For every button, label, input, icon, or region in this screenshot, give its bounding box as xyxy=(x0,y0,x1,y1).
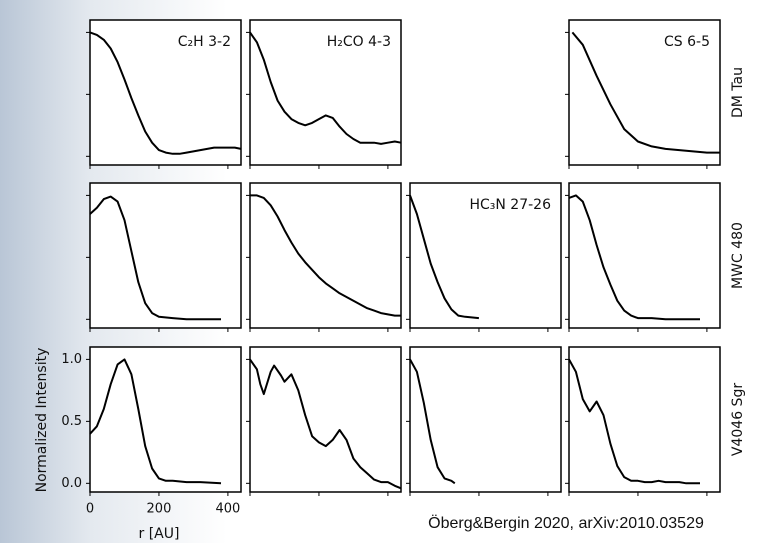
profile-line xyxy=(409,358,456,485)
panel-frame xyxy=(409,182,562,329)
panel-frame xyxy=(89,19,242,166)
y-tick-label: 0.5 xyxy=(61,414,82,429)
x-axis-label: r [AU] xyxy=(139,526,180,542)
credit: Öberg&Bergin 2020, arXiv:2010.03529 xyxy=(428,514,704,532)
profile-line xyxy=(89,31,242,155)
profile-line xyxy=(568,358,700,485)
profile-line xyxy=(250,194,401,317)
panel-frame xyxy=(568,182,721,329)
panel-frame xyxy=(568,346,721,493)
row-label: MWC 480 xyxy=(730,222,746,289)
profile-line xyxy=(568,194,700,321)
panel-frame xyxy=(249,346,402,493)
profile-line xyxy=(409,195,479,320)
panel-frame xyxy=(568,19,721,166)
panel-frame xyxy=(89,182,242,329)
panel-title: CS 6-5 xyxy=(664,34,710,50)
panel-title: H₂CO 4-3 xyxy=(327,34,391,50)
x-tick-label: 0 xyxy=(86,502,94,517)
profile-line xyxy=(89,195,221,321)
x-tick-label: 400 xyxy=(215,502,240,517)
row-label: V4046 Sgr xyxy=(730,383,746,456)
panel-title: HC₃N 27-26 xyxy=(469,197,551,213)
profile-line xyxy=(89,358,222,485)
panel-frame xyxy=(249,182,402,329)
panel-frame xyxy=(409,346,562,493)
panel-frame xyxy=(89,346,242,493)
profile-line xyxy=(249,358,402,490)
profile-line xyxy=(249,31,402,145)
panel-title: C₂H 3-2 xyxy=(178,34,231,50)
y-axis-label: Normalized Intensity xyxy=(34,348,50,493)
profile-line xyxy=(571,31,720,154)
y-tick-label: 1.0 xyxy=(61,352,82,367)
row-label: DM Tau xyxy=(730,67,746,118)
x-tick-label: 200 xyxy=(147,502,172,517)
y-tick-label: 0.0 xyxy=(61,476,82,491)
